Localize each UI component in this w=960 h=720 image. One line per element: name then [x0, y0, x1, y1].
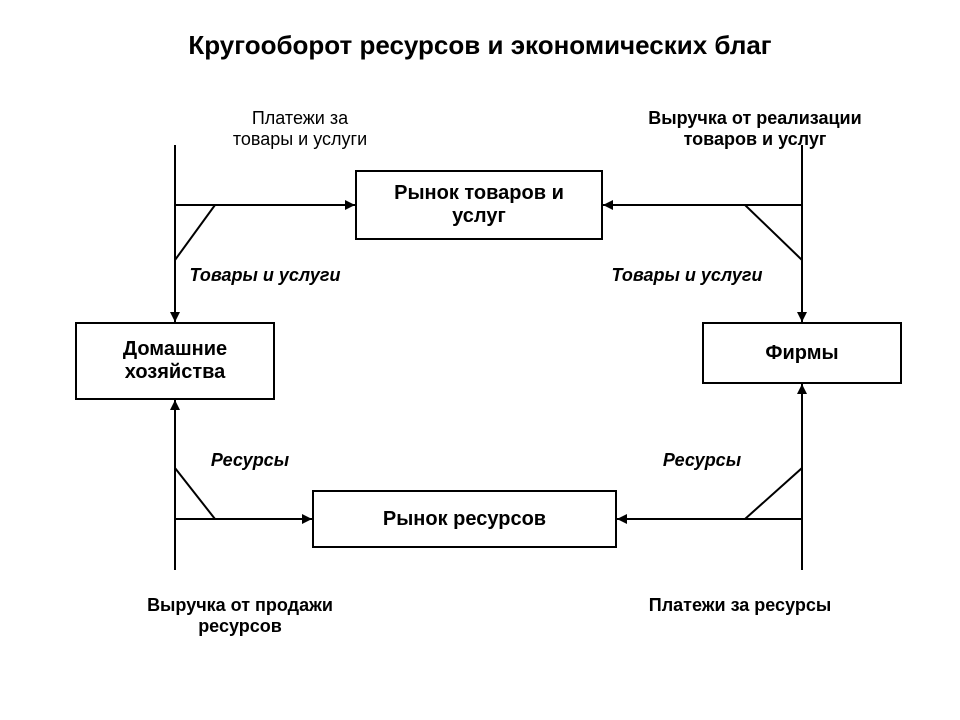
edges-svg	[0, 0, 960, 720]
diagram-canvas: Кругооборот ресурсов и экономических бла…	[0, 0, 960, 720]
